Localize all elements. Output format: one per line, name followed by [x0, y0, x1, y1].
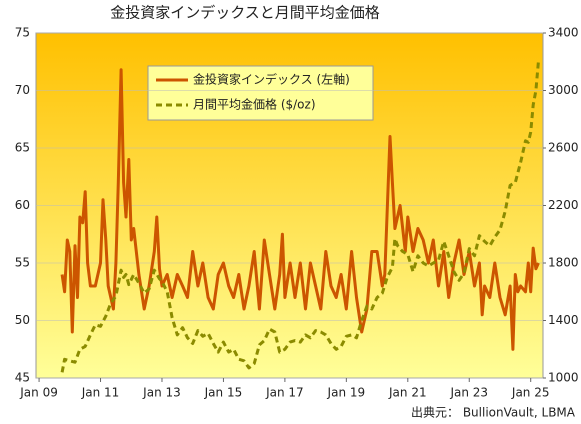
y-tick-label: 75 [15, 26, 30, 40]
x-tick-label: Jan 23 [449, 386, 488, 400]
x-tick-label: Jan 13 [142, 386, 181, 400]
y-tick-label: 50 [15, 313, 30, 327]
chart-title: 金投資家インデックスと月間平均金価格 [110, 4, 380, 22]
y2-tick-label: 2200 [548, 198, 579, 212]
series-line [60, 61, 540, 373]
y2-tick-label: 1000 [548, 371, 579, 385]
y2-tick-label: 2600 [548, 141, 579, 155]
y2-tick-label: 1400 [548, 313, 579, 327]
y-tick-label: 70 [15, 83, 30, 97]
x-tick-label: Jan 15 [204, 386, 243, 400]
x-tick-label: Jan 19 [327, 386, 366, 400]
y2-tick-label: 3000 [548, 83, 579, 97]
y-tick-label: 65 [15, 141, 30, 155]
legend [147, 65, 374, 121]
x-tick-label: Jan 21 [388, 386, 427, 400]
y2-tick-label: 1800 [548, 256, 579, 270]
y-tick-label: 60 [15, 198, 30, 212]
y-tick-label: 45 [15, 371, 30, 385]
x-tick-label: Jan 17 [265, 386, 304, 400]
x-tick-label: Jan 25 [511, 386, 550, 400]
legend-label: 金投資家インデックス (左軸) [193, 72, 350, 87]
source: 出典元： BullionVault, LBMA [411, 406, 576, 420]
x-tick-label: Jan 09 [19, 386, 58, 400]
y-tick-label: 55 [15, 256, 30, 270]
y2-tick-label: 3400 [548, 26, 579, 40]
legend-label: 月間平均金価格 ($/oz) [193, 97, 316, 112]
x-tick-label: Jan 11 [81, 386, 120, 400]
